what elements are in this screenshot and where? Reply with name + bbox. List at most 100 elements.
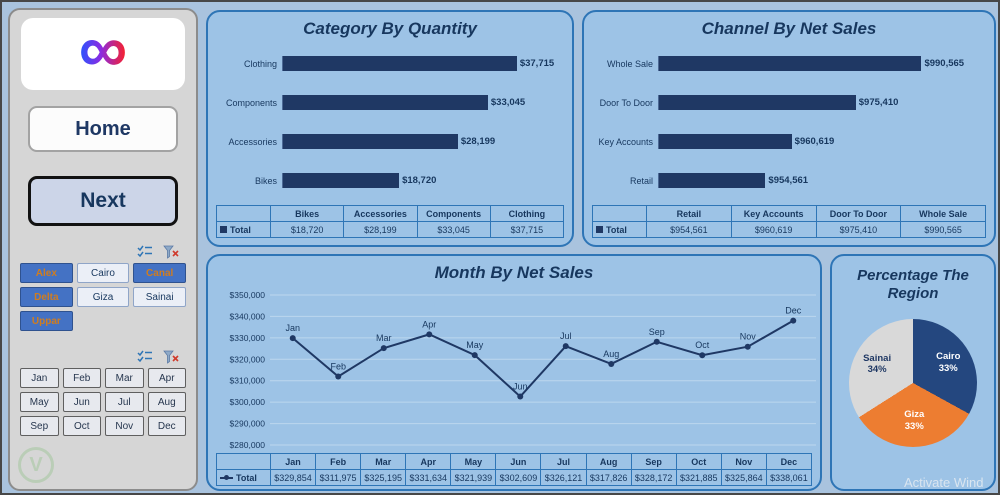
pie-slice-label-sainai: Sainai 34% (863, 352, 892, 376)
bar-value-label: $975,410 (858, 97, 899, 108)
table-header-cell: Oct (675, 453, 722, 470)
slicer-item-mar[interactable]: Mar (105, 368, 144, 388)
region-clear-filter-icon[interactable] (162, 244, 180, 259)
table-value-cell: $960,619 (730, 221, 817, 238)
bar-row: Bikes $18,720 (216, 173, 562, 188)
table-header-cell: Jul (540, 453, 587, 470)
category-bar-chart: Clothing $37,715 Components $33,045 Accessor… (216, 41, 564, 205)
slicer-item-feb[interactable]: Feb (62, 368, 101, 388)
table-value-cell: $37,715 (489, 221, 565, 238)
bar-value-label: $33,045 (490, 97, 526, 108)
month-slicer: Jan Feb Mar Apr May Jun Jul Aug Sep Oct Nov Dec (20, 368, 186, 436)
svg-text:Jan: Jan (285, 323, 300, 333)
category-chart-title: Category By Quantity (303, 19, 477, 38)
table-corner-cell (216, 205, 271, 222)
bar-row: Door To Door $975,410 (592, 95, 984, 110)
slicer-item-canal[interactable]: Canal (133, 263, 186, 283)
table-header-cell: Sep (630, 453, 677, 470)
slicer-item-dec[interactable]: Dec (147, 416, 186, 436)
slicer-item-jun[interactable]: Jun (62, 392, 101, 412)
table-value-cell: $325,195 (360, 469, 407, 486)
svg-text:Jul: Jul (560, 331, 572, 341)
svg-text:Oct: Oct (695, 340, 710, 350)
table-header-cell: Feb (315, 453, 362, 470)
slicer-item-nov[interactable]: Nov (105, 416, 144, 436)
slicer-item-sep[interactable]: Sep (20, 416, 59, 436)
table-header-cell: Mar (360, 453, 407, 470)
table-header-cell: Door To Door (815, 205, 902, 222)
table-header-row: Bikes Accessories Components Clothing (216, 205, 565, 222)
month-clear-filter-icon[interactable] (162, 349, 180, 364)
bar-clothing[interactable] (283, 56, 517, 71)
slicer-item-alex[interactable]: Alex (20, 263, 73, 283)
svg-text:Jun: Jun (513, 382, 528, 392)
table-corner-cell (592, 205, 647, 222)
table-corner-cell (216, 453, 271, 470)
category-label: Clothing (243, 58, 277, 69)
slicer-item-oct[interactable]: Oct (62, 416, 101, 436)
slicer-item-aug[interactable]: Aug (147, 392, 186, 412)
bar-track: $37,715 (282, 56, 562, 71)
table-value-cell: $975,410 (815, 221, 902, 238)
table-header-cell: Components (416, 205, 491, 222)
region-multiselect-icon[interactable] (136, 244, 154, 259)
slicer-item-may[interactable]: May (20, 392, 59, 412)
table-value-cell: $990,565 (900, 221, 986, 238)
bar-components[interactable] (283, 95, 488, 110)
svg-text:$300,000: $300,000 (230, 397, 266, 407)
bar-row: Whole Sale $990,565 (592, 56, 984, 71)
slicer-item-jul[interactable]: Jul (105, 392, 144, 412)
table-value-cell: $325,864 (720, 469, 767, 486)
bar-value-label: $18,720 (402, 175, 437, 186)
bar-track: $28,199 (282, 134, 562, 149)
table-header-cell: Dec (765, 453, 813, 470)
bar-bikes[interactable] (283, 173, 400, 188)
panel-month-by-net-sales: Month By Net Sales $280,000 $290,000 $300,… (206, 254, 822, 491)
svg-text:$320,000: $320,000 (230, 354, 266, 364)
bar-track: $975,410 (658, 95, 984, 110)
slicer-item-sainai[interactable]: Sainai (133, 287, 186, 307)
next-button[interactable]: Next (28, 176, 178, 226)
category-label: Bikes (254, 175, 277, 186)
activate-windows-watermark: Activate Wind (904, 475, 984, 490)
bar-track: $18,720 (282, 173, 562, 188)
bar-track: $990,565 (658, 56, 984, 71)
bar-row: Accessories $28,199 (216, 134, 562, 149)
bar-key-accounts[interactable] (659, 134, 792, 149)
bar-value-label: $954,561 (768, 175, 809, 186)
slicer-item-uppar[interactable]: Uppar (20, 311, 73, 331)
slicer-item-giza[interactable]: Giza (76, 287, 130, 307)
month-slicer-toolbar (26, 349, 180, 364)
bar-accessories[interactable] (283, 134, 458, 149)
svg-text:Feb: Feb (330, 361, 346, 371)
slicer-item-apr[interactable]: Apr (147, 368, 186, 388)
legend-total: Total (216, 221, 271, 238)
bar-track: $33,045 (282, 95, 562, 110)
slicer-item-delta[interactable]: Delta (20, 287, 73, 307)
category-label: Door To Door (599, 97, 653, 108)
bar-retail[interactable] (659, 173, 766, 188)
table-header-row: Retail Key Accounts Door To Door Whole Sale (592, 205, 986, 222)
home-button[interactable]: Home (28, 106, 178, 152)
table-value-cell: $321,885 (675, 469, 722, 486)
table-value-cell: $954,561 (646, 221, 732, 238)
bar-whole-sale[interactable] (659, 56, 922, 71)
pie[interactable] (849, 319, 977, 447)
panel-channel-by-net-sales: Channel By Net Sales Whole Sale $990,565 D… (582, 10, 996, 247)
panel-percentage-the-region: Percentage The Region Cairo 33% Giza 33% Sai… (830, 254, 996, 491)
pie-slice-label-giza: Giza 33% (904, 409, 925, 433)
category-label: Key Accounts (598, 136, 653, 147)
bar-door-to-door[interactable] (659, 95, 856, 110)
region-slicer: Alex Cairo Canal Delta Giza Sainai Uppar (20, 263, 186, 331)
slicer-item-cairo[interactable]: Cairo (76, 263, 130, 283)
channel-data-table: Retail Key Accounts Door To Door Whole Sale… (592, 205, 986, 238)
infinity-logo-icon: ∞ (79, 22, 127, 86)
month-multiselect-icon[interactable] (136, 349, 154, 364)
table-value-cell: $33,045 (416, 221, 491, 238)
table-header-cell: May (450, 453, 497, 470)
logo: ∞ (21, 18, 185, 90)
slicer-item-jan[interactable]: Jan (20, 368, 59, 388)
month-line-chart: $280,000 $290,000 $300,000 $310,000 $320,000… (230, 290, 816, 450)
bar-row: Key Accounts $960,619 (592, 134, 984, 149)
